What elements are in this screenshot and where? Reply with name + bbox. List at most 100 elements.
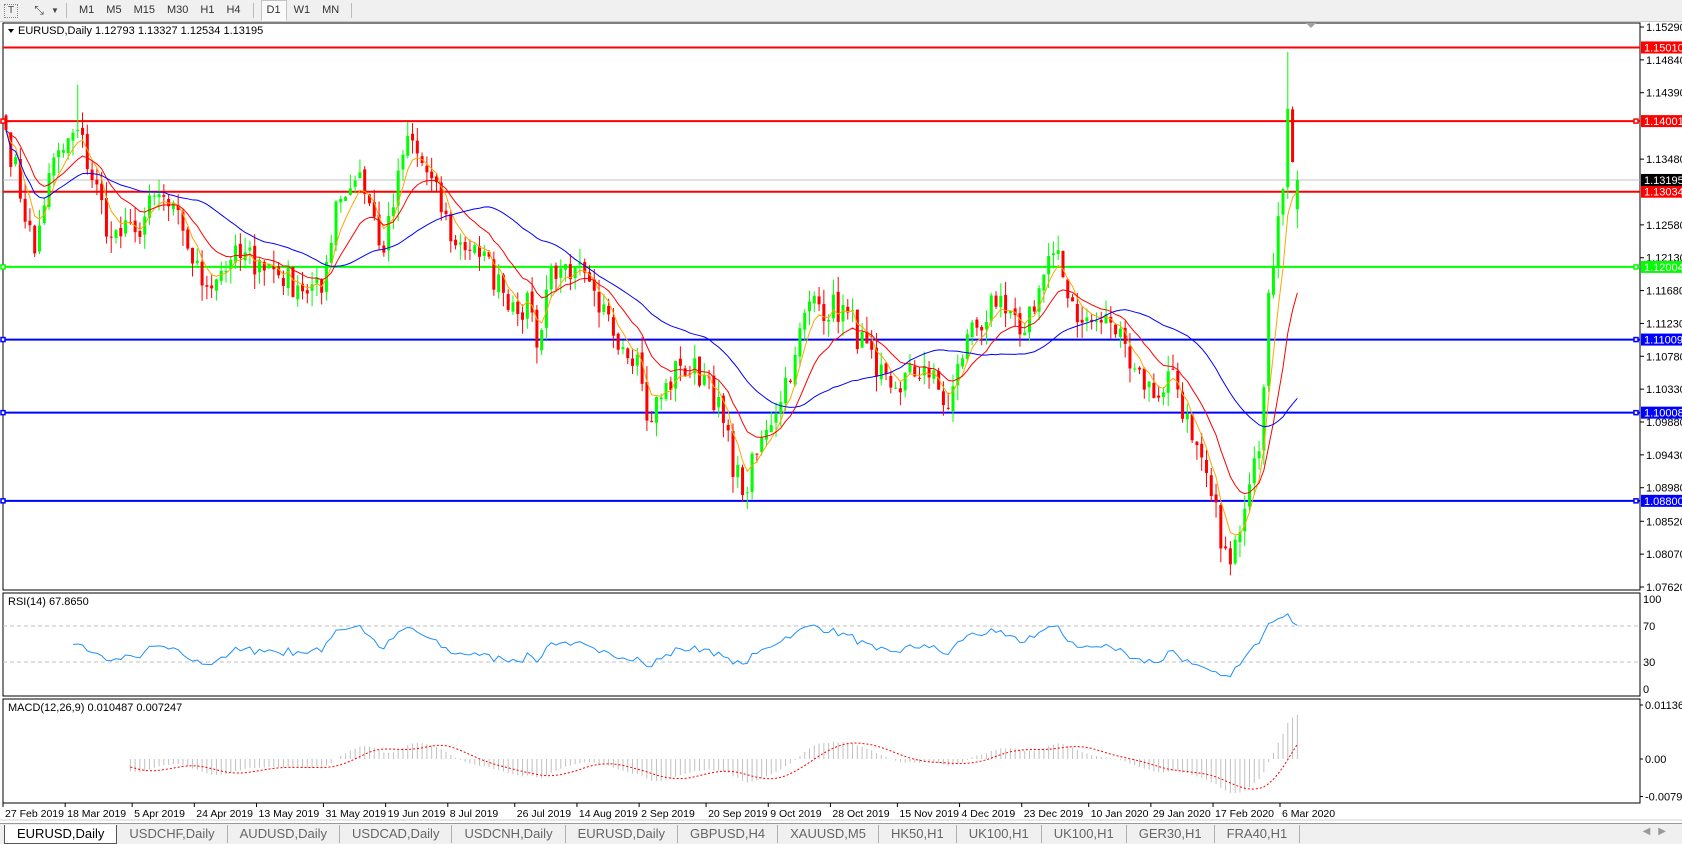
candle-body: [913, 366, 917, 377]
chart-tab[interactable]: EURUSD,Daily: [566, 825, 678, 843]
candle-body: [1257, 451, 1261, 459]
timeframe-button-w1[interactable]: W1: [293, 4, 311, 16]
rsi-tick-label: 30: [1643, 657, 1655, 669]
slow-moving-average-line: [5, 129, 1298, 428]
price-tick-label: 1.10330: [1646, 384, 1682, 396]
price-tick-label: 1.09880: [1646, 417, 1682, 429]
candle-body: [1252, 458, 1256, 484]
candle-body: [549, 267, 553, 290]
chart-tab[interactable]: USDCNH,Daily: [452, 825, 566, 843]
chart-tab[interactable]: UK100,H1: [957, 825, 1042, 843]
candle-body: [750, 453, 754, 493]
timeframe-button-m5[interactable]: M5: [106, 4, 122, 16]
tab-scroll-arrows-icon[interactable]: ◀▶: [1642, 826, 1674, 837]
timeframe-button-h1[interactable]: H1: [200, 4, 215, 16]
candle-body: [587, 272, 591, 282]
level-handle-right: [1633, 264, 1639, 270]
candle-body: [296, 285, 300, 300]
candle-body: [411, 133, 415, 141]
chart-tabs-bar: EURUSD,Daily USDCHF,Daily AUDUSD,Daily USDC…: [0, 823, 1682, 844]
chart-tab[interactable]: GER30,H1: [1127, 825, 1215, 843]
text-tool-icon[interactable]: T: [4, 3, 18, 18]
candle-body: [535, 309, 539, 348]
chart-shift-marker-icon[interactable]: [1306, 23, 1316, 28]
candle-body: [248, 247, 252, 251]
candle-body: [344, 196, 348, 201]
candle-body: [965, 334, 969, 360]
candle-body: [707, 376, 711, 378]
candle-body: [57, 150, 61, 158]
candle-body: [1104, 314, 1108, 324]
timeframe-button-m30[interactable]: M30: [166, 4, 189, 16]
candle-body: [678, 358, 682, 366]
rsi-tick-label: 0: [1643, 684, 1649, 696]
candle-body: [243, 252, 247, 261]
date-tick-label: 26 Jul 2019: [517, 808, 571, 820]
candle-body: [324, 261, 328, 292]
candle-body: [712, 375, 716, 410]
candle-body: [234, 245, 238, 263]
price-tick-label: 1.13480: [1646, 154, 1682, 166]
candle-body: [941, 391, 945, 406]
candle-body: [683, 368, 687, 377]
candle-body: [1047, 255, 1051, 275]
dropdown-arrow-icon[interactable]: ▼: [51, 6, 59, 15]
candle-body: [1228, 548, 1232, 565]
candle-body: [1219, 505, 1223, 549]
chart-tab[interactable]: AUDUSD,Daily: [228, 825, 341, 843]
candle-body: [95, 179, 99, 185]
chart-tab[interactable]: GBPUSD,H4: [678, 825, 779, 843]
candle-body: [1157, 395, 1161, 398]
timeframe-button-h4[interactable]: H4: [226, 4, 241, 16]
candle-body: [210, 285, 214, 289]
timeframe-button-d1[interactable]: D1: [260, 0, 287, 21]
candle-body: [33, 225, 37, 254]
date-tick-label: 17 Feb 2020: [1215, 808, 1274, 820]
chart-tab[interactable]: FRA40,H1: [1215, 825, 1301, 843]
timeframe-button-m15[interactable]: M15: [133, 4, 155, 16]
candle-body: [530, 291, 534, 313]
timeframe-button-m1[interactable]: M1: [79, 4, 95, 16]
candle-body: [984, 322, 988, 330]
price-tick-label: 1.14840: [1646, 55, 1682, 67]
candle-body: [358, 172, 362, 179]
chart-tab[interactable]: EURUSD,Daily: [4, 824, 118, 844]
candle-body: [23, 198, 27, 222]
candle-body: [214, 279, 218, 291]
candle-body: [1204, 459, 1208, 474]
candle-body: [1185, 413, 1189, 420]
candle-body: [310, 284, 314, 291]
chart-tab[interactable]: HK50,H1: [879, 825, 957, 843]
level-handle-right: [1633, 498, 1639, 504]
candle-body: [970, 322, 974, 338]
candle-body: [607, 305, 611, 315]
candle-body: [616, 333, 620, 350]
candle-body: [468, 249, 472, 251]
candle-body: [894, 387, 898, 389]
chart-tab[interactable]: USDCHF,Daily: [117, 825, 228, 843]
chart-tab[interactable]: UK100,H1: [1042, 825, 1127, 843]
level-price-label: 1.11009: [1644, 335, 1682, 347]
candle-body: [1133, 368, 1137, 370]
level-handle-left: [0, 118, 6, 124]
level-price-label: 1.12004: [1644, 262, 1682, 274]
candle-body: [927, 367, 931, 378]
chart-tab[interactable]: XAUUSD,M5: [778, 825, 879, 843]
candle-body: [654, 396, 658, 423]
level-handle-left: [0, 498, 6, 504]
candle-body: [186, 229, 190, 249]
candle-body: [1118, 328, 1122, 337]
candle-body: [9, 132, 13, 167]
candle-body: [846, 306, 850, 313]
cursor-arrows-icon[interactable]: ⤡: [34, 3, 44, 17]
candle-body: [348, 188, 352, 195]
candle-body: [147, 195, 151, 218]
timeframe-button-mn[interactable]: MN: [322, 4, 340, 16]
toolbar-separator: [252, 3, 254, 18]
chart-tab[interactable]: USDCAD,Daily: [340, 825, 453, 843]
price-tick-label: 1.08980: [1646, 483, 1682, 495]
candle-body: [487, 252, 491, 257]
candle-body: [592, 279, 596, 291]
current-price-label: 1.13195: [1644, 175, 1682, 187]
